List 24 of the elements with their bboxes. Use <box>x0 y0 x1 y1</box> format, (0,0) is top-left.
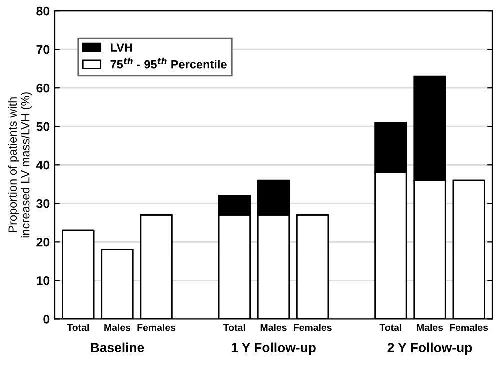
text: Baseline <box>91 342 144 352</box>
y-tick-label: 0 <box>44 314 50 324</box>
x-tick-label: Total <box>224 324 246 332</box>
text: 2 Y Follow-up <box>388 342 472 356</box>
x-tick-label: Males <box>104 324 131 332</box>
x-tick-label: Total <box>67 324 90 332</box>
y-axis-title: Proportion of patients with increased LV mass/LVH (%) <box>8 92 32 238</box>
x-tick-label: Males <box>417 324 444 332</box>
x-tick-label: Males <box>260 324 287 332</box>
y-tick-label: 20 <box>36 238 50 247</box>
y-tick-label: 40 <box>36 160 50 170</box>
y-tick-label: 10 <box>37 276 50 286</box>
x-tick-label: Females <box>138 324 176 332</box>
y-tick-label: 60 <box>36 84 50 93</box>
y-tick-label: 30 <box>36 199 50 208</box>
x-tick-label: Females <box>294 324 332 332</box>
legend-label: 75$^{th}$ - 95$^{th}$ Percentile <box>110 58 227 69</box>
x-tick-label: Females <box>450 324 488 332</box>
legend-label: LVH <box>111 44 132 52</box>
y-tick-label: 50 <box>36 122 50 132</box>
y-tick-label: 70 <box>36 45 50 54</box>
text: 1 Y Follow-up <box>232 342 316 356</box>
y-tick-label: 80 <box>36 6 50 16</box>
x-tick-label: Total <box>380 324 402 332</box>
